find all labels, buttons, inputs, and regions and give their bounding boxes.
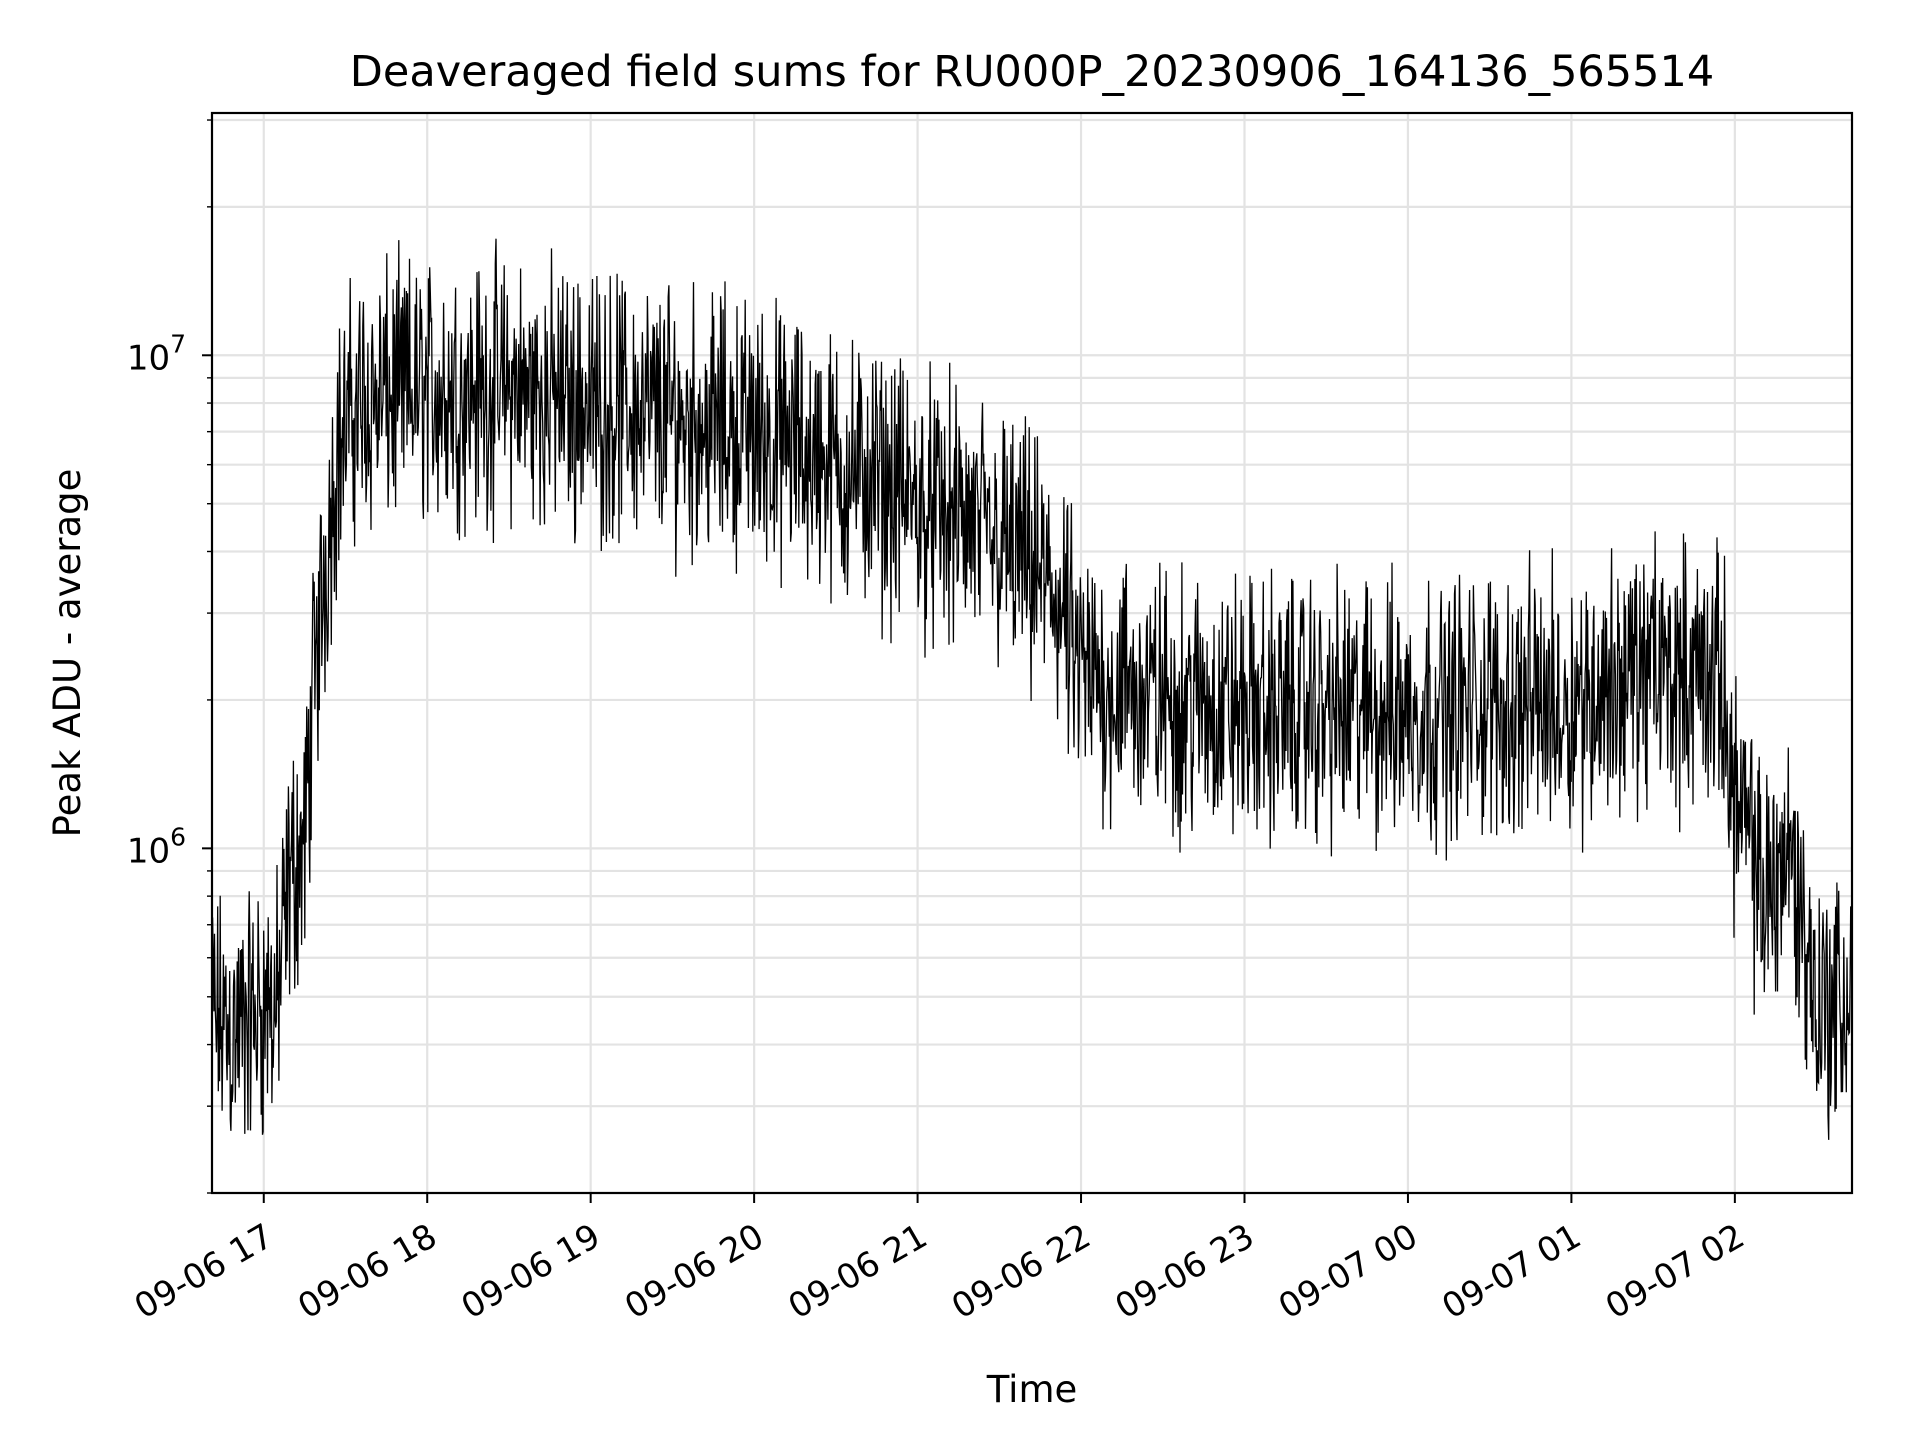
series-line (212, 238, 1852, 1140)
grid (212, 113, 1852, 1195)
x-tick-label: 09-07 01 (1436, 1216, 1588, 1327)
x-tick-label: 09-06 17 (128, 1216, 280, 1327)
x-tick-label: 09-07 02 (1599, 1216, 1751, 1327)
y-axis-label: Peak ADU - average (46, 469, 89, 838)
series-layer (212, 238, 1852, 1140)
x-tick-label: 09-06 22 (945, 1216, 1097, 1327)
plot-frame (210, 111, 1854, 1195)
x-tick-label: 09-06 20 (618, 1216, 770, 1327)
x-tick-label: 09-07 00 (1272, 1216, 1424, 1327)
x-tick-label: 09-06 18 (291, 1216, 443, 1327)
x-tick-label: 09-06 21 (782, 1216, 934, 1327)
y-tick-label: 106 (127, 822, 186, 871)
x-tick-label: 09-06 19 (455, 1216, 607, 1327)
x-axis-label: Time (986, 1368, 1078, 1411)
y-tick-label: 107 (127, 329, 186, 378)
chart-title: Deaveraged field sums for RU000P_2023090… (350, 47, 1714, 97)
x-tick-label: 09-06 23 (1109, 1216, 1261, 1327)
